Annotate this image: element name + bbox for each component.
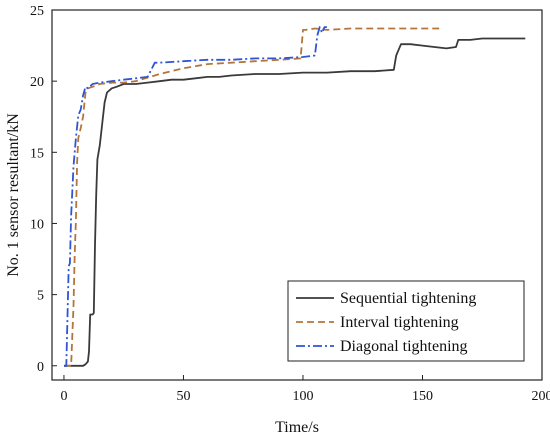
legend-box [287,280,525,362]
legend-entry-0: Sequential tightening [340,290,476,307]
x-tick-label-200: 200 [532,389,550,404]
y-tick-label-20: 20 [30,75,44,90]
legend-entry-2: Diagonal tightening [340,338,468,355]
series-line-0 [64,37,526,367]
plot-layer: 0 50 100 150 200 0 5 10 15 20 25 Time/s No. 1 sensor… [5,4,550,436]
plot-frame [51,9,543,381]
x-tick-label-50: 50 [176,389,190,404]
series-line-2 [64,26,327,367]
x-tick-label-150: 150 [412,389,433,404]
y-tick-label-5: 5 [37,289,44,304]
y-tick-label-25: 25 [30,4,44,19]
y-tick-label-10: 10 [30,217,44,232]
x-tick-label-0: 0 [60,389,67,404]
y-tick-label-15: 15 [30,146,44,161]
y-axis-label: No. 1 sensor resultant/kN [5,113,22,277]
legend-entry-1: Interval tightening [340,314,459,331]
y-tick-label-0: 0 [37,360,44,375]
x-tick-label-100: 100 [292,389,313,404]
x-axis-label: Time/s [275,419,319,436]
